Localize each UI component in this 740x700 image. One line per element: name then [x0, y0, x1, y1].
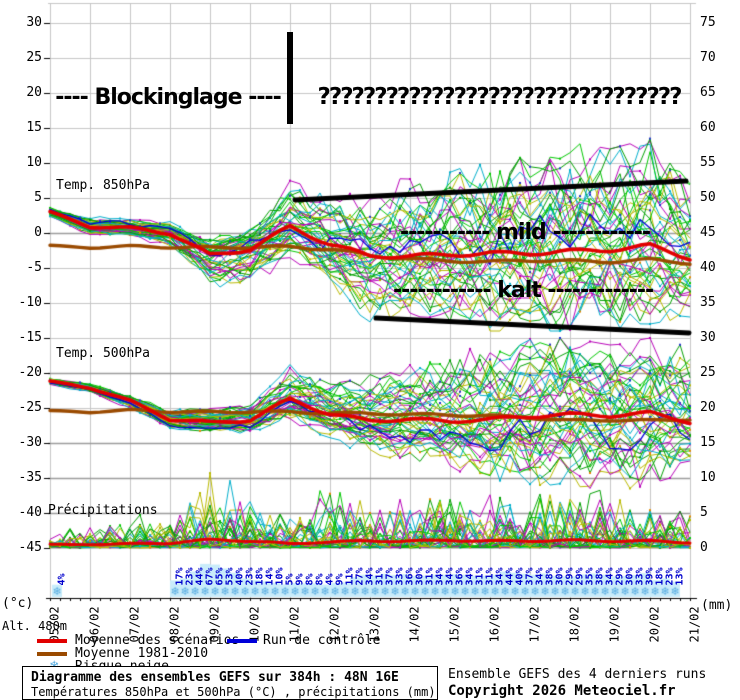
y-axis-label-right: 45 — [700, 225, 716, 240]
y-axis-label-right: 70 — [700, 50, 716, 65]
y-axis-label-left: -20 — [18, 365, 42, 380]
y-axis-label-left: 10 — [26, 155, 42, 170]
y-axis-label-right: 75 — [700, 15, 716, 30]
y-axis-label-right: 30 — [700, 330, 716, 345]
control-run-swatch — [227, 639, 257, 643]
y-axis-label-right: 65 — [700, 85, 716, 100]
y-axis-label-right: 5 — [700, 505, 708, 520]
chart-title: Diagramme des ensembles GEFS sur 384h : … — [31, 670, 399, 685]
left-axis-unit: (°c) — [2, 596, 34, 611]
snow-prob-label: 13% — [674, 567, 686, 586]
y-axis-label-left: -30 — [18, 435, 42, 450]
y-axis-label-left: -40 — [18, 505, 42, 520]
y-axis-label-left: -10 — [18, 295, 42, 310]
legend-mean-label: Moyenne des scénarios — [75, 633, 240, 648]
y-axis-label-right: 40 — [700, 260, 716, 275]
panel-label-t500: Temp. 500hPa — [56, 346, 150, 361]
y-axis-label-left: 15 — [26, 120, 42, 135]
y-axis-label-right: 0 — [700, 540, 708, 555]
y-axis-label-right: 35 — [700, 295, 716, 310]
altitude-label: Alt. 480m — [2, 619, 68, 633]
y-axis-label-right: 15 — [700, 435, 716, 450]
legend-row-1: Moyenne des scénarios Run de contrôle — [0, 634, 740, 648]
divider-bar — [287, 32, 293, 124]
y-axis-label-left: -45 — [18, 540, 42, 555]
chart-subtitle: Températures 850hPa et 500hPa (°C) , pré… — [31, 685, 436, 699]
y-axis-label-right: 20 — [700, 400, 716, 415]
y-axis-label-left: -15 — [18, 330, 42, 345]
legend-row-2: Moyenne 1981-2010 — [0, 647, 400, 661]
y-axis-label-left: 25 — [26, 50, 42, 65]
y-axis-label-left: 5 — [34, 190, 42, 205]
copyright: Copyright 2026 Meteociel.fr — [448, 683, 676, 699]
legend-climate-label: Moyenne 1981-2010 — [75, 646, 209, 661]
y-axis-label-right: 60 — [700, 120, 716, 135]
snow-prob-label: 4% — [56, 573, 68, 586]
y-axis-label-right: 50 — [700, 190, 716, 205]
y-axis-label-right: 55 — [700, 155, 716, 170]
y-axis-label-left: 20 — [26, 85, 42, 100]
kalt-annotation: ------------ kalt ------------- — [393, 278, 654, 303]
climate-line-swatch — [37, 652, 67, 656]
y-axis-label-left: 30 — [26, 15, 42, 30]
y-axis-label-left: 0 — [34, 225, 42, 240]
legend-control-label: Run de contrôle — [263, 633, 381, 648]
panel-label-t850: Temp. 850hPa — [56, 178, 150, 193]
y-axis-label-left: -35 — [18, 470, 42, 485]
panel-label-precip: Précipitations — [48, 503, 158, 518]
question-marks-annotation: ???????????????????????????????? — [317, 84, 683, 110]
y-axis-label-left: -5 — [26, 260, 42, 275]
ensemble-runs-info: Ensemble GEFS des 4 derniers runs — [448, 667, 707, 682]
mean-line-swatch — [37, 639, 67, 643]
mild-annotation: ----------- mild ------------ — [399, 220, 651, 245]
right-axis-unit: (mm) — [701, 598, 733, 613]
blockinglage-annotation: ---- Blockinglage ---- — [55, 85, 281, 110]
y-axis-label-right: 10 — [700, 470, 716, 485]
y-axis-label-left: -25 — [18, 400, 42, 415]
y-axis-label-right: 25 — [700, 365, 716, 380]
chart-title-box: Diagramme des ensembles GEFS sur 384h : … — [22, 666, 438, 700]
